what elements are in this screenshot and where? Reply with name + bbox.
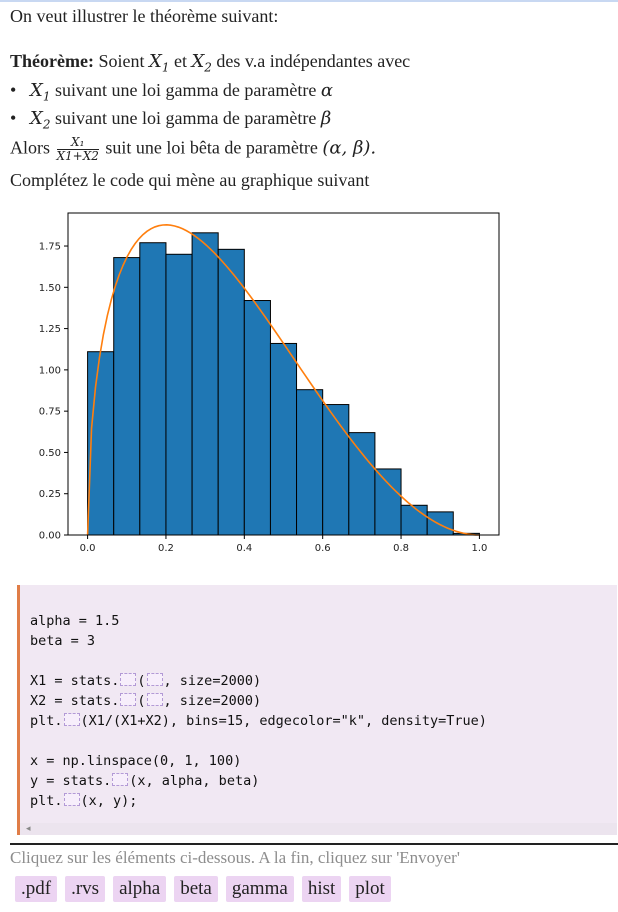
x-tick-label: 0.0: [80, 543, 96, 554]
theorem-statement: Théorème: Soient X1 et X2 des v.a indépe…: [10, 50, 410, 79]
histogram-bar: [243, 300, 271, 536]
histogram-bar: [165, 253, 193, 536]
blank-slot[interactable]: [146, 673, 163, 686]
scroll-left-arrow-icon[interactable]: ◂: [26, 824, 31, 834]
histogram-bar: [269, 342, 298, 536]
token-plot[interactable]: plot: [349, 876, 391, 902]
y-tick-label: 1.50: [39, 283, 61, 294]
x-tick-label: 0.8: [393, 543, 409, 554]
top-border: [0, 0, 618, 2]
blank-slot[interactable]: [120, 693, 137, 706]
histogram-bar: [113, 257, 141, 536]
theorem-and: et: [173, 51, 187, 71]
theorem-item-2: X2 suivant une loi gamma de paramètre β: [10, 107, 410, 136]
var-x2: X2: [191, 51, 212, 75]
histogram-bar: [400, 504, 428, 536]
theorem-block: Théorème: Soient X1 et X2 des v.a indépe…: [10, 50, 410, 163]
token-rvs[interactable]: .rvs: [65, 876, 106, 902]
code-line-7: y = stats. (x, alpha, beta): [30, 773, 260, 789]
y-tick-label: 1.00: [39, 365, 61, 376]
theorem-conclusion: Alors X₁ X1+X2 suit une loi bêta de para…: [10, 134, 377, 163]
histogram-bar: [348, 432, 376, 536]
code-line-3: X1 = stats.(, size=2000): [30, 673, 262, 689]
intro-text: On veut illustrer le théorème suivant:: [10, 6, 279, 26]
token-alpha[interactable]: alpha: [113, 876, 167, 902]
y-tick-label: 0.75: [39, 407, 61, 418]
token-hist[interactable]: hist: [301, 876, 342, 902]
histogram-bar: [296, 389, 324, 536]
token-beta[interactable]: beta: [174, 876, 218, 902]
code-line-6: x = np.linspace(0, 1, 100): [30, 753, 242, 769]
var-x1: X1: [148, 51, 170, 75]
blank-slot[interactable]: [112, 773, 129, 786]
horizontal-scrollbar[interactable]: ◂: [20, 823, 617, 835]
code-line-5: plt. (X1/(X1+X2), bins=15, edgecolor="k",…: [30, 713, 487, 729]
code-block: alpha = 1.5 beta = 3 X1 = stats.(, size=…: [17, 585, 617, 835]
x-tick-label: 0.4: [236, 543, 252, 554]
token-palette: .pdf .rvs alpha beta gamma hist plot: [15, 876, 399, 904]
instruction-complete: Complétez le code qui mène au graphique …: [10, 170, 370, 190]
instruction-bottom: Cliquez sur les éléments ci-dessous. A l…: [10, 848, 460, 867]
y-tick-label: 0.25: [39, 489, 61, 500]
theorem-lead: Soient: [98, 51, 145, 71]
histogram-bar: [139, 242, 167, 536]
y-tick-label: 0.00: [39, 531, 61, 542]
x-tick-label: 0.6: [315, 543, 331, 554]
theorem-lead-end: des v.a indépendantes avec: [216, 51, 411, 71]
y-tick-label: 1.75: [39, 242, 61, 253]
token-gamma[interactable]: gamma: [225, 876, 294, 902]
x-tick-label: 0.2: [158, 543, 174, 554]
beta-pdf-curve: [86, 224, 480, 536]
histogram-bar: [322, 404, 350, 536]
theorem-heading: Théorème:: [10, 51, 94, 71]
blank-slot[interactable]: [63, 793, 80, 806]
plot-frame: [67, 212, 500, 536]
token-pdf[interactable]: .pdf: [15, 876, 58, 902]
blank-slot[interactable]: [63, 713, 80, 726]
divider: [10, 843, 618, 845]
histogram-chart: 0.0 0.2 0.4 0.6 0.8 1.0 0.00 0.25 0.50 0.75 1.00 1.…: [20, 205, 510, 565]
fraction: X₁ X1+X2: [56, 134, 99, 163]
y-tick-label: 0.50: [39, 448, 61, 459]
x-tick-label: 1.0: [471, 543, 487, 554]
code-line-2: beta = 3: [30, 633, 96, 649]
histogram-bar: [87, 351, 115, 536]
blank-slot[interactable]: [146, 693, 163, 706]
code-line-1: alpha = 1.5: [30, 613, 120, 629]
theorem-item-1: X1 suivant une loi gamma de paramètre α: [10, 79, 410, 108]
histogram-bar: [374, 468, 402, 536]
y-tick-label: 1.25: [39, 324, 61, 335]
histogram-bar: [191, 232, 219, 536]
blank-slot[interactable]: [120, 673, 137, 686]
histogram-bar: [217, 248, 245, 536]
histogram-bar: [426, 511, 454, 536]
code-line-8: plt. (x, y);: [30, 793, 138, 809]
chart-svg: 0.0 0.2 0.4 0.6 0.8 1.0 0.00 0.25 0.50 0.75 1.00 1.…: [39, 212, 500, 554]
code-line-4: X2 = stats.(, size=2000): [30, 693, 262, 709]
